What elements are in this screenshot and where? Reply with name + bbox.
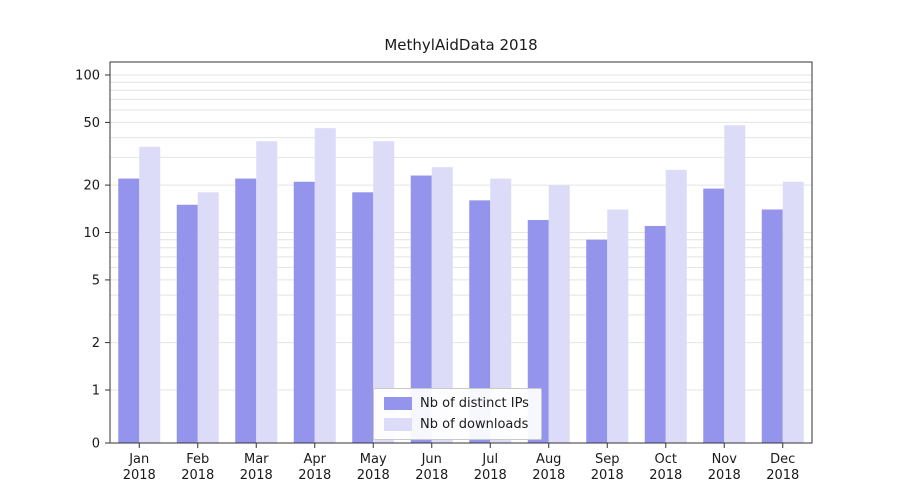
bar-nb-of-downloads-oct <box>665 169 687 443</box>
bar-nb-of-downloads-dec <box>782 181 804 443</box>
bar-nb-of-distinct-ips-oct <box>644 225 666 443</box>
bar-nb-of-downloads-sep <box>607 209 629 443</box>
x-tick-label-year: 2018 <box>591 468 624 483</box>
legend-item-distinct-ips: Nb of distinct IPs <box>384 396 529 411</box>
x-tick-label-month: Jan <box>128 452 149 467</box>
bar-nb-of-downloads-mar <box>256 141 278 443</box>
y-tick-label: 20 <box>83 179 100 194</box>
bar-nb-of-distinct-ips-feb <box>176 204 198 443</box>
x-tick-label-month: Jun <box>421 452 442 467</box>
bar-nb-of-downloads-jan <box>139 146 161 444</box>
x-tick-label-year: 2018 <box>649 468 682 483</box>
y-tick-label: 100 <box>75 69 100 84</box>
bar-nb-of-downloads-jun <box>431 167 453 443</box>
x-tick-label-month: Sep <box>595 452 620 467</box>
bar-nb-of-downloads-may <box>373 141 395 443</box>
x-tick-label-year: 2018 <box>357 468 390 483</box>
x-tick-label-month: Feb <box>186 452 209 467</box>
bar-nb-of-distinct-ips-jun <box>410 175 432 443</box>
bar-nb-of-downloads-nov <box>724 125 746 444</box>
x-tick-label-year: 2018 <box>474 468 507 483</box>
bar-nb-of-distinct-ips-sep <box>586 239 608 443</box>
x-tick-label-year: 2018 <box>298 468 331 483</box>
bar-nb-of-downloads-aug <box>548 185 570 443</box>
y-tick-label: 50 <box>83 116 100 131</box>
y-tick-label: 10 <box>83 226 100 241</box>
legend: Nb of distinct IPs Nb of downloads <box>373 388 542 440</box>
bar-nb-of-downloads-apr <box>314 128 336 443</box>
x-tick-label-month: Dec <box>770 452 795 467</box>
y-tick-label: 2 <box>92 336 100 351</box>
bar-nb-of-distinct-ips-nov <box>703 188 725 443</box>
plot-border <box>109 61 813 444</box>
bar-nb-of-distinct-ips-jul <box>469 200 491 443</box>
legend-swatch-downloads <box>384 418 412 431</box>
bar-nb-of-distinct-ips-may <box>352 192 374 443</box>
x-tick-label-month: Oct <box>655 452 677 467</box>
bar-nb-of-distinct-ips-jan <box>118 178 140 443</box>
legend-label-downloads: Nb of downloads <box>420 417 529 432</box>
bar-nb-of-downloads-jul <box>490 178 512 443</box>
y-tick-label: 1 <box>92 384 100 399</box>
x-tick-label-month: Aug <box>536 452 561 467</box>
x-tick-label-month: Jul <box>481 452 498 467</box>
x-tick-label-month: May <box>360 452 387 467</box>
x-tick-label-year: 2018 <box>240 468 273 483</box>
x-tick-label-year: 2018 <box>181 468 214 483</box>
x-tick-label-year: 2018 <box>123 468 156 483</box>
x-tick-label-month: Apr <box>304 452 327 467</box>
legend-item-downloads: Nb of downloads <box>384 417 529 432</box>
x-tick-label-year: 2018 <box>532 468 565 483</box>
y-tick-label: 0 <box>92 437 100 452</box>
bar-nb-of-downloads-feb <box>197 192 219 443</box>
y-tick-label: 5 <box>92 273 100 288</box>
x-tick-label-year: 2018 <box>708 468 741 483</box>
bar-nb-of-distinct-ips-mar <box>235 178 257 443</box>
bar-nb-of-distinct-ips-apr <box>293 181 315 443</box>
legend-swatch-distinct-ips <box>384 397 412 410</box>
x-tick-label-year: 2018 <box>415 468 448 483</box>
x-tick-label-month: Nov <box>712 452 738 467</box>
legend-label-distinct-ips: Nb of distinct IPs <box>420 396 529 411</box>
chart-title: MethylAidData 2018 <box>384 36 538 54</box>
x-tick-label-month: Mar <box>244 452 269 467</box>
bar-nb-of-distinct-ips-aug <box>527 220 549 443</box>
x-tick-label-year: 2018 <box>766 468 799 483</box>
bar-nb-of-distinct-ips-dec <box>761 209 783 443</box>
